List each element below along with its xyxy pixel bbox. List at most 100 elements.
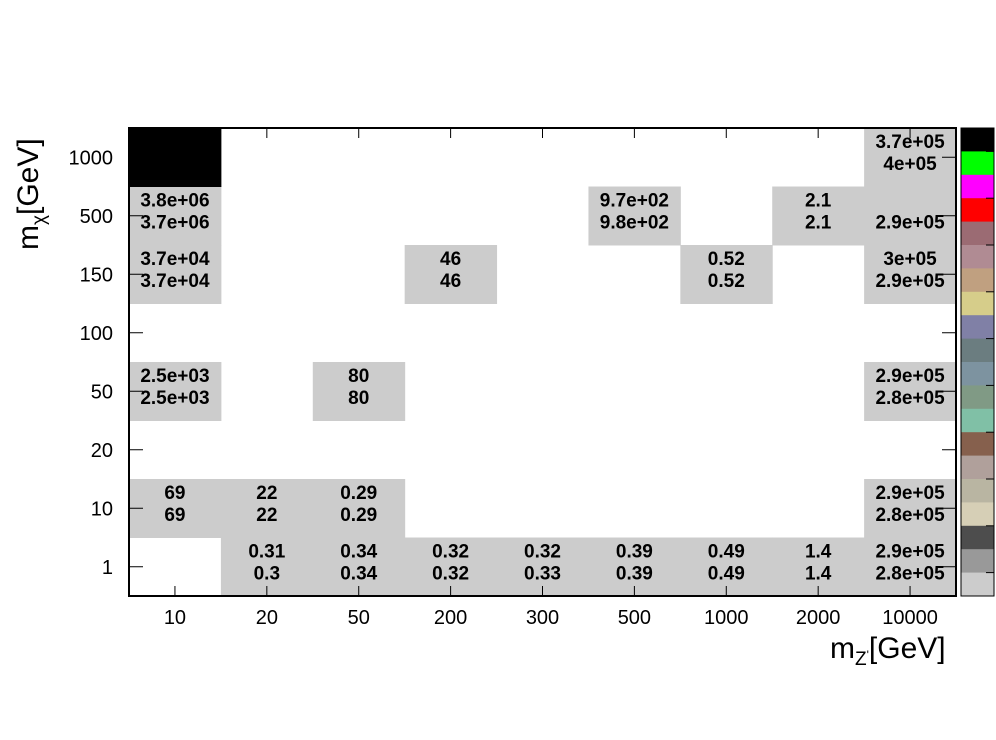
cell-value-lower: 80 (348, 388, 369, 409)
palette-frame (960, 127, 995, 597)
cell-value-upper: 3.8e+06 (140, 191, 209, 212)
y-axis-label: mχ[GeV] (12, 138, 50, 250)
cell-value-lower: 0.49 (708, 564, 745, 585)
y-tick-label: 500 (80, 206, 113, 228)
x-tick-label: 20 (256, 607, 278, 629)
cell-value-lower: 2.8e+05 (875, 388, 945, 409)
cell-value-lower: 2.5e+03 (140, 388, 209, 409)
cell-value-upper: 0.49 (708, 542, 745, 563)
palette-swatch (961, 525, 994, 550)
x-tick-label: 300 (526, 607, 559, 629)
cell-value-lower: 4e+05 (883, 154, 937, 175)
palette-swatch (961, 362, 994, 386)
y-tick-label: 1000 (69, 147, 114, 169)
x-tick-label: 200 (434, 607, 467, 629)
heatmap-cell (129, 362, 222, 421)
x-tick-label: 2000 (796, 607, 841, 629)
cell-value-upper: 69 (164, 483, 185, 504)
heatmap-cell (680, 245, 773, 304)
cell-value-lower: 1.4 (805, 564, 832, 585)
cell-value-lower: 0.39 (616, 564, 653, 585)
cell-value-lower: 0.29 (340, 505, 377, 526)
palette-swatch (961, 549, 994, 574)
cell-value-lower: 2.8e+05 (875, 505, 945, 526)
palette-swatch (961, 502, 994, 527)
palette-swatch (961, 268, 994, 293)
heatmap-cell (312, 479, 406, 538)
cell-value-upper: 0.29 (340, 483, 377, 504)
heatmap-cell (129, 479, 222, 538)
heatmap-cell (129, 245, 222, 304)
palette-swatch (961, 385, 994, 410)
cell-value-upper: 0.39 (616, 542, 653, 563)
x-axis-label: mZ'[GeV] (830, 632, 946, 670)
palette-swatch (961, 174, 994, 199)
palette-swatch (961, 572, 994, 597)
cell-value-upper: 0.52 (708, 249, 745, 270)
cell-value-lower: 0.34 (340, 564, 377, 585)
palette-swatch (961, 479, 994, 503)
cell-value-upper: 2.9e+05 (875, 483, 945, 504)
cell-value-lower: 22 (256, 505, 277, 526)
cell-value-upper: 3e+05 (883, 249, 937, 270)
cell-value-upper: 22 (256, 483, 277, 504)
palette-swatch (961, 245, 994, 269)
cell-value-upper: 3.7e+05 (875, 132, 945, 153)
heatmap-cell (864, 479, 957, 538)
cell-value-upper: 2.1 (805, 191, 832, 212)
y-tick-label: 100 (80, 323, 113, 345)
cell-value-upper: 3.7e+04 (140, 249, 210, 270)
x-tick-label: 50 (348, 607, 370, 629)
y-tick-label: 150 (80, 264, 113, 286)
palette-swatch (961, 338, 994, 363)
cell-value-upper: 0.32 (432, 542, 469, 563)
x-tick-label: 1000 (704, 607, 749, 629)
cell-value-lower: 9.8e+02 (600, 213, 669, 234)
palette-swatch (961, 128, 994, 152)
heatmap-cell (129, 186, 222, 246)
cell-value-upper: 0.32 (524, 542, 561, 563)
cell-value-lower: 2.8e+05 (875, 564, 945, 585)
heatmap-cell (312, 362, 406, 421)
cell-value-lower: 3.7e+06 (140, 213, 209, 234)
y-tick-label: 10 (91, 498, 113, 520)
heatmap-cell (588, 186, 681, 246)
heatmap-cell (772, 186, 865, 246)
x-tick-label: 10000 (882, 607, 938, 629)
y-tick-label: 1 (102, 557, 113, 579)
heatmap-cell (864, 245, 957, 304)
cell-value-lower: 0.3 (254, 564, 280, 585)
cell-value-upper: 0.34 (340, 542, 377, 563)
cell-value-lower: 69 (164, 505, 185, 526)
palette-swatch (961, 151, 994, 176)
cell-value-lower: 46 (440, 271, 461, 292)
cell-value-upper: 9.7e+02 (600, 191, 669, 212)
heatmap-cell (220, 479, 314, 538)
cell-value-upper: 2.9e+05 (875, 542, 945, 563)
cell-value-upper: 46 (440, 249, 461, 270)
cell-value-upper: 80 (348, 366, 369, 387)
cell-value-lower: 2.1 (805, 213, 832, 234)
cell-value-lower: 2.9e+05 (875, 271, 945, 292)
y-tick-label: 20 (91, 440, 113, 462)
palette-swatch (961, 408, 994, 433)
heatmap-cell (864, 362, 957, 421)
palette-swatch (961, 291, 994, 316)
x-tick-label: 10 (164, 607, 186, 629)
palette-swatch (961, 455, 994, 480)
palette-swatch (961, 198, 994, 223)
palette-swatch (961, 432, 994, 457)
palette-swatch (961, 315, 994, 340)
cell-value-lower: 3.7e+04 (140, 271, 210, 292)
cell-value-upper: 2.5e+03 (140, 366, 209, 387)
cell-value-lower: 2.9e+05 (875, 213, 945, 234)
cell-value-lower: 0.33 (524, 564, 561, 585)
heatmap-cell (404, 245, 498, 304)
x-tick-label: 500 (618, 607, 651, 629)
heatmap-cell (864, 186, 957, 246)
cell-value-lower: 0.32 (432, 564, 469, 585)
cell-value-upper: 2.9e+05 (875, 366, 945, 387)
cell-value-upper: 0.31 (248, 542, 285, 563)
